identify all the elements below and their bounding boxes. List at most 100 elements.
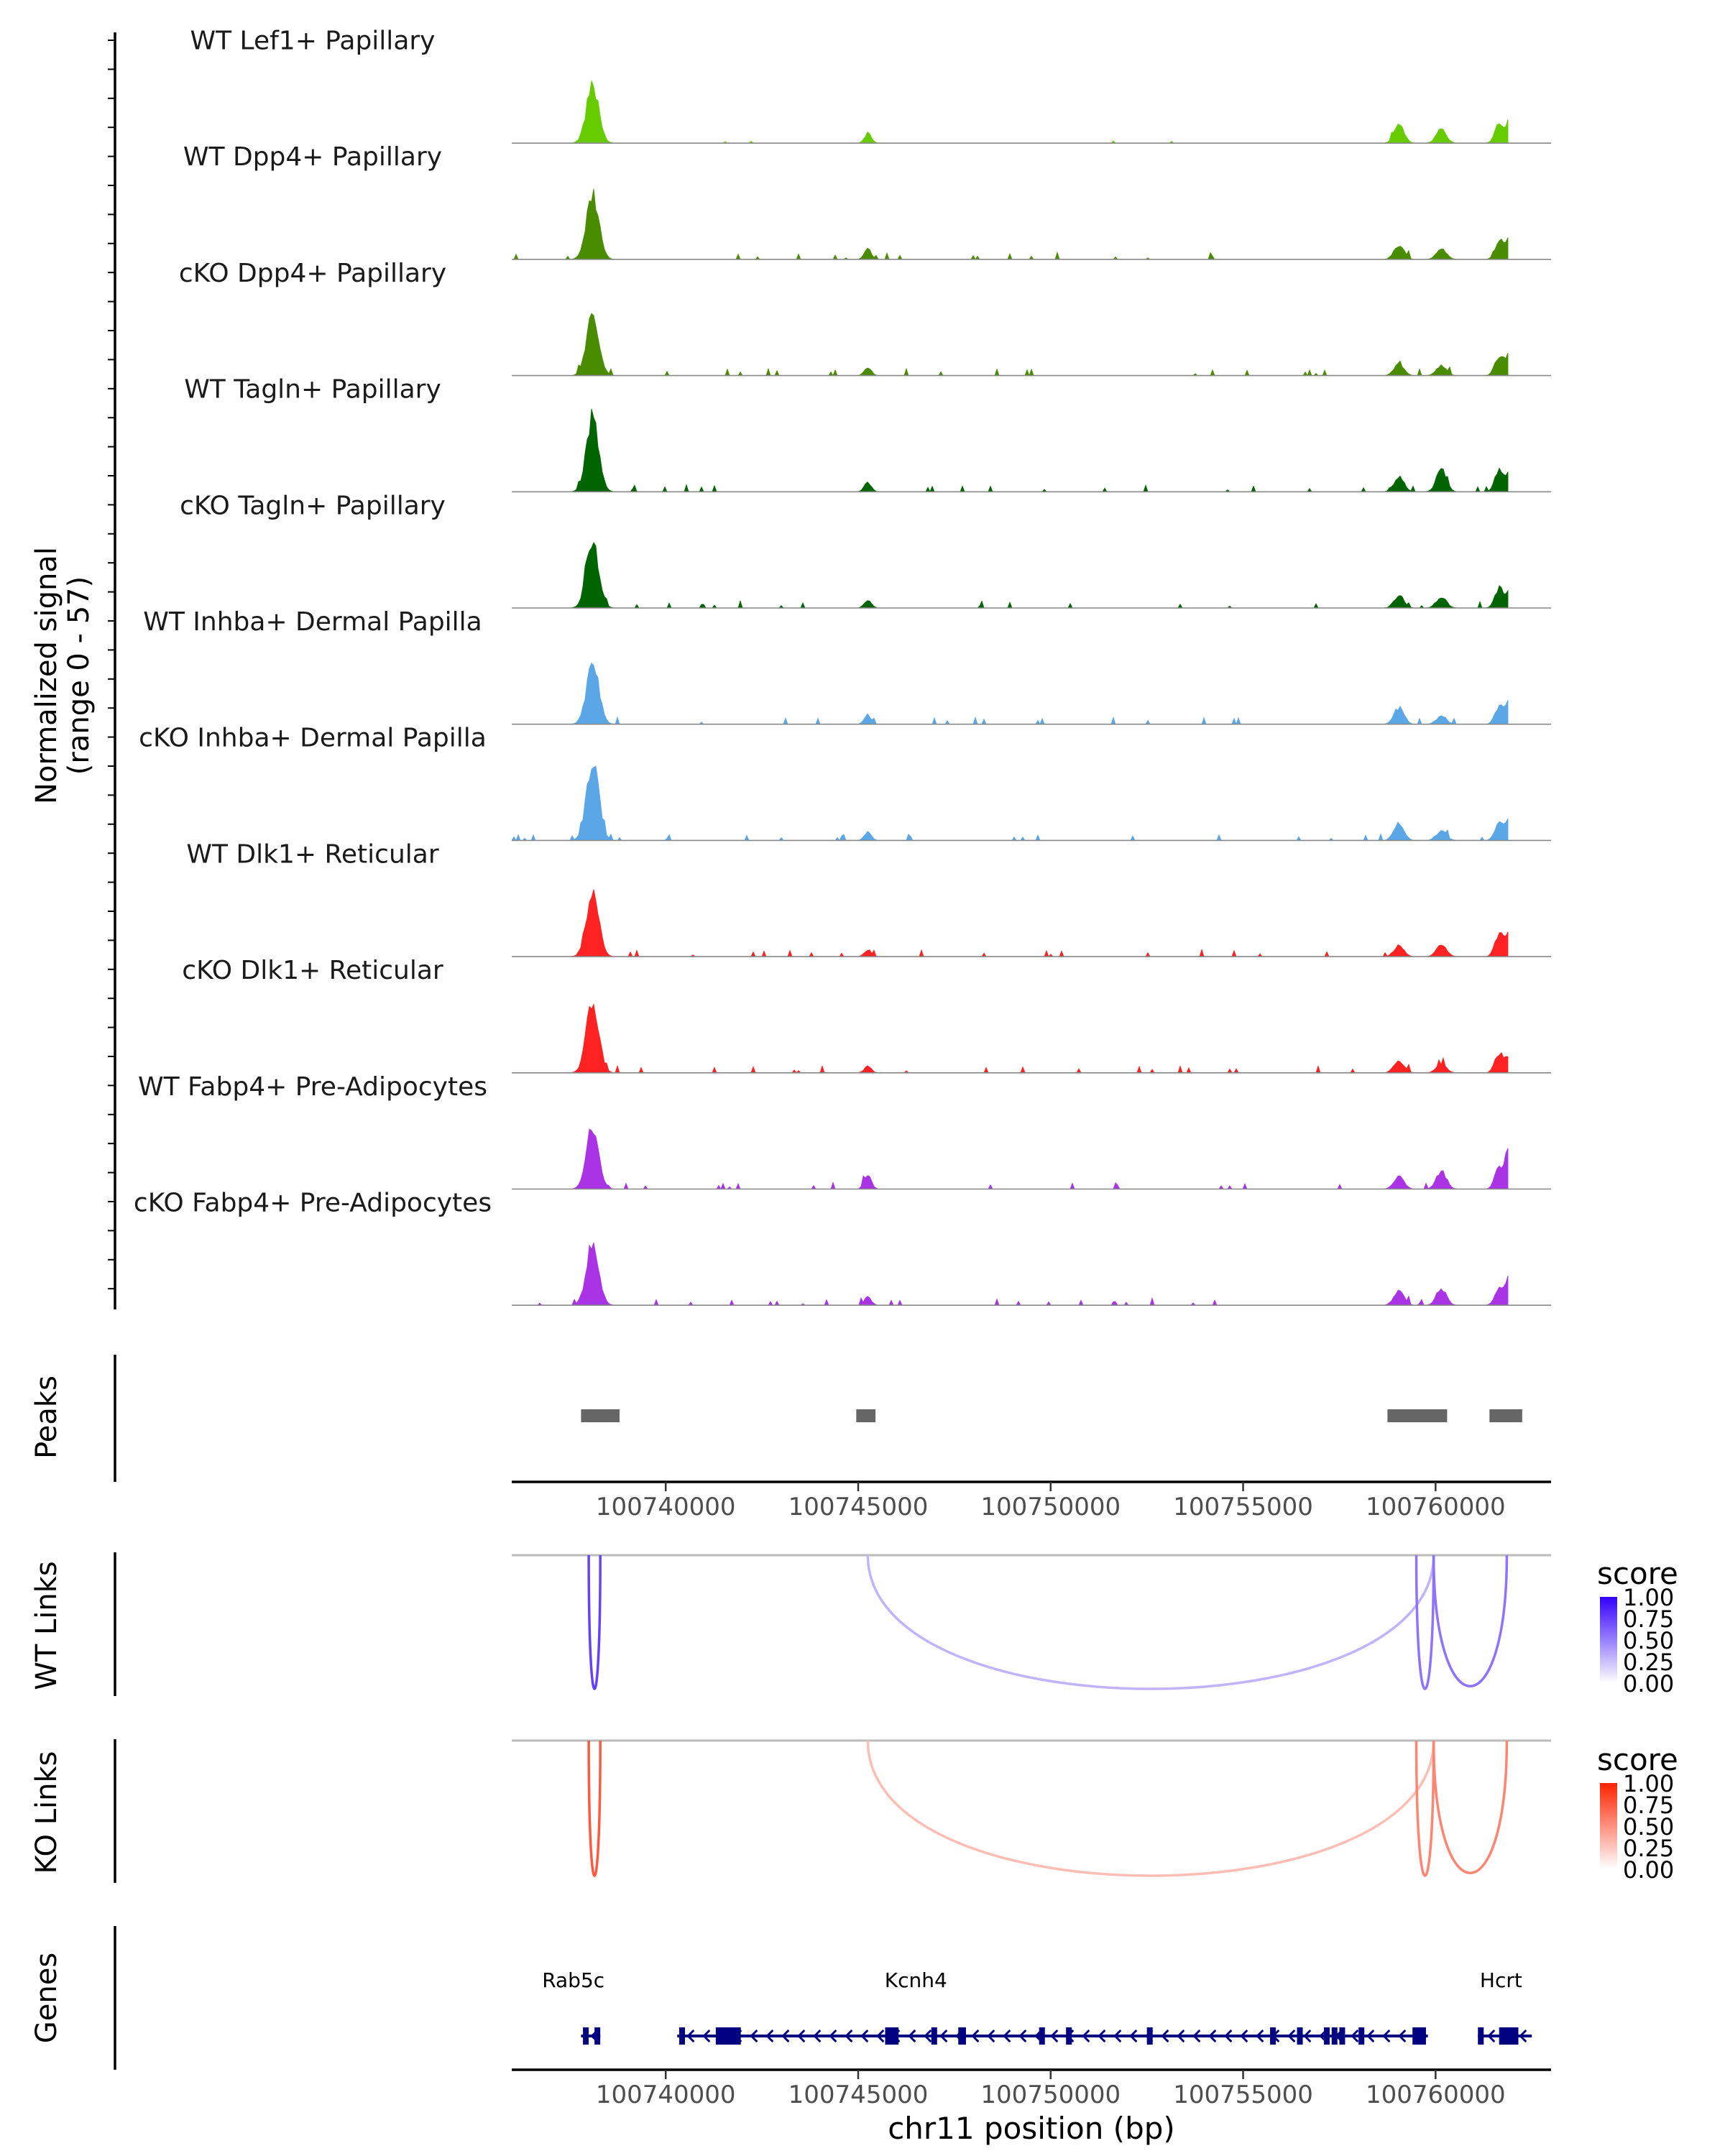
exon (1478, 2027, 1484, 2045)
coverage-track: cKO Fabp4+ Pre-Adipocytes (134, 1189, 1551, 1306)
exon (1297, 2027, 1303, 2045)
strand-arrow (876, 2029, 885, 2043)
strand-arrow (845, 2029, 853, 2043)
coverage-y-label-range: (range 0 - 57) (63, 576, 96, 775)
strand-arrow (1208, 2029, 1217, 2043)
strand-arrow (1018, 2029, 1027, 2043)
exon (1331, 2027, 1338, 2045)
exon (931, 2027, 937, 2045)
links-y-label: WT Links (30, 1561, 63, 1690)
strand-arrow (1487, 2029, 1496, 2043)
exon (1358, 2027, 1365, 2045)
link-arc (1432, 1554, 1509, 1687)
link-arc (587, 1740, 602, 1877)
strand-arrow (813, 2029, 822, 2043)
peak-region (1387, 1409, 1448, 1422)
strand-arrow (829, 2029, 837, 2043)
peaks-x-tick-label: 100750000 (980, 1493, 1121, 1521)
legend-tick-label: 0.00 (1623, 1670, 1674, 1697)
exon (958, 2027, 966, 2045)
peaks-x-tick-label: 100745000 (788, 1493, 929, 1521)
strand-arrow (797, 2029, 806, 2043)
strand-arrow (1082, 2029, 1090, 2043)
peaks-panel: Peaks 100740000 100745000 100750000 10075500… (30, 1355, 1551, 1521)
exon (1324, 2027, 1330, 2045)
track-label: WT Inhba+ Dermal Papilla (143, 607, 482, 637)
track-label: cKO Tagln+ Papillary (180, 491, 446, 520)
legend-tick-label: 0.25 (1623, 1649, 1674, 1676)
links-y-label: KO Links (30, 1751, 63, 1874)
exon (1146, 2027, 1153, 2045)
genes-panel: Genes Rab5c Kcnh4 Hcrt 100740000 100745000 100… (30, 1926, 1551, 2146)
gene-label: Rab5c (542, 1968, 604, 1992)
genes-x-tick-label: 100745000 (788, 2081, 929, 2109)
strand-arrow (1129, 2029, 1138, 2043)
track-label: WT Fabp4+ Pre-Adipocytes (138, 1072, 487, 1102)
link-arc (1414, 1740, 1435, 1877)
strand-arrow (750, 2029, 758, 2043)
strand-arrow (924, 2029, 932, 2043)
coverage-area (512, 408, 1509, 493)
gene-label: Hcrt (1480, 1968, 1522, 1992)
coverage-area (512, 188, 1509, 260)
peaks-y-label: Peaks (30, 1376, 63, 1459)
legend-tick-label: 1.00 (1623, 1584, 1674, 1611)
coverage-track: WT Fabp4+ Pre-Adipocytes (138, 1072, 1551, 1190)
link-arc (587, 1554, 602, 1690)
coverage-track: WT Tagln+ Papillary (184, 375, 1551, 493)
legend-title: score (1597, 1556, 1678, 1591)
exon (1499, 2027, 1519, 2045)
strand-arrow (908, 2029, 916, 2043)
strand-arrow (1003, 2029, 1011, 2043)
coverage-area (512, 1003, 1509, 1074)
coverage-area (512, 662, 1509, 725)
peak-region (581, 1409, 620, 1422)
genes-x-tick-label: 100760000 (1366, 2081, 1506, 2109)
genes-x-tick-label: 100750000 (980, 2081, 1121, 2109)
strand-arrow (686, 2029, 695, 2043)
legend-tick-label: 0.75 (1623, 1792, 1674, 1819)
strand-arrow (1161, 2029, 1169, 2043)
coverage-track: cKO Inhba+ Dermal Papilla (139, 724, 1551, 842)
coverage-track: WT Dpp4+ Papillary (183, 142, 1551, 260)
track-label: WT Dlk1+ Reticular (186, 839, 438, 869)
legend-tick-label: 0.75 (1623, 1606, 1674, 1633)
track-label: cKO Fabp4+ Pre-Adipocytes (134, 1189, 492, 1218)
peak-region (856, 1409, 876, 1422)
coverage-area (512, 79, 1509, 144)
coverage-track: WT Lef1+ Papillary (190, 27, 1551, 144)
strand-arrow (1177, 2029, 1185, 2043)
coverage-area (511, 765, 1509, 842)
peaks-x-tick-label: 100755000 (1173, 1493, 1313, 1521)
genes-y-label: Genes (30, 1953, 63, 2043)
strand-arrow (1240, 2029, 1248, 2043)
strand-arrow (1113, 2029, 1122, 2043)
strand-arrow (765, 2029, 774, 2043)
coverage-track: cKO Tagln+ Papillary (180, 491, 1551, 609)
peaks-x-tick-label: 100760000 (1366, 1493, 1506, 1521)
link-arc (1432, 1740, 1509, 1874)
gene-model: Rab5c (542, 1968, 604, 2045)
strand-arrow (1050, 2029, 1059, 2043)
exon (1412, 2027, 1426, 2045)
coverage-area (512, 542, 1509, 609)
strand-arrow (971, 2029, 980, 2043)
coverage-tracks: Normalized signal (range 0 - 57) WT Lef1+ … (30, 27, 1551, 1309)
gene-model: Hcrt (1478, 1968, 1532, 2045)
legend-tick-label: 1.00 (1623, 1770, 1674, 1797)
strand-arrow (1382, 2029, 1391, 2043)
strand-arrow (939, 2029, 948, 2043)
link-arc (1414, 1554, 1435, 1690)
legend-title: score (1597, 1742, 1678, 1777)
strand-arrow (1366, 2029, 1375, 2043)
strand-arrow (1398, 2029, 1407, 2043)
legend-tick-label: 0.50 (1623, 1813, 1674, 1841)
genes-x-tick-label: 100740000 (596, 2081, 736, 2109)
coverage-track: WT Dlk1+ Reticular (186, 839, 1551, 957)
legend-tick-label: 0.00 (1623, 1856, 1674, 1884)
